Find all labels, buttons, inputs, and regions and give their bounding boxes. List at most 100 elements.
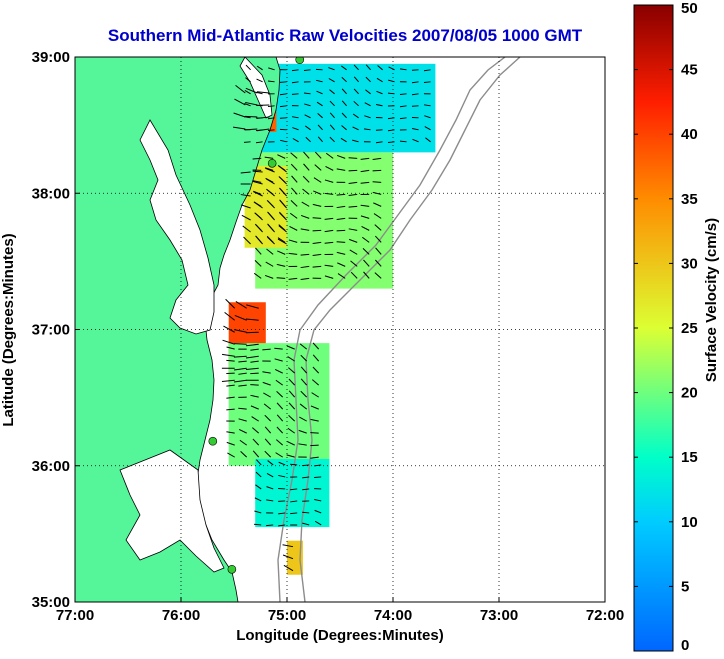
velocity-vector	[252, 170, 263, 173]
velocity-vector	[310, 456, 319, 459]
velocity-vector	[304, 114, 311, 119]
velocity-vector	[255, 224, 263, 233]
velocity-vector	[279, 105, 287, 108]
velocity-vector	[300, 277, 310, 280]
velocity-vector	[234, 98, 246, 106]
velocity-vector	[303, 151, 310, 159]
velocity-vector	[387, 92, 395, 95]
y-tick-label: 35:00	[32, 594, 70, 611]
velocity-vector	[252, 180, 263, 185]
velocity-vector	[304, 125, 311, 131]
velocity-vector	[325, 166, 334, 171]
velocity-vector	[300, 214, 310, 219]
velocity-vector	[256, 128, 270, 132]
velocity-vectors	[221, 64, 431, 572]
velocity-vector	[277, 237, 286, 243]
velocity-vector	[254, 510, 262, 514]
velocity-vector	[325, 152, 334, 159]
velocity-vector	[362, 248, 370, 255]
velocity-vector	[376, 90, 383, 95]
velocity-vector	[226, 431, 235, 434]
velocity-vector	[328, 78, 335, 83]
velocity-vector	[349, 249, 358, 255]
velocity-vector	[411, 81, 419, 84]
velocity-vector	[234, 329, 247, 333]
x-tick-label: 75:00	[268, 607, 306, 624]
velocity-vector	[310, 444, 319, 447]
velocity-vector	[266, 499, 274, 502]
velocity-vector	[274, 368, 283, 374]
velocity-vector	[291, 175, 298, 183]
velocity-vector	[264, 438, 272, 446]
velocity-vector	[233, 343, 247, 345]
velocity-vector	[256, 78, 263, 83]
velocity-vector	[250, 394, 259, 398]
velocity-vector	[238, 428, 247, 434]
velocity-vector	[350, 260, 358, 267]
velocity-vector	[372, 181, 382, 183]
velocity-vector	[255, 484, 262, 490]
velocity-vector	[255, 141, 263, 144]
bathymetry-contour	[299, 57, 521, 602]
velocity-vector	[298, 443, 307, 446]
velocity-vector	[374, 235, 382, 243]
velocity-vector	[336, 217, 346, 220]
velocity-vector	[276, 426, 284, 434]
velocity-vector	[312, 217, 322, 219]
velocity-vector	[411, 127, 419, 131]
velocity-vector	[311, 392, 319, 398]
velocity-vector	[341, 125, 347, 131]
velocity-vector	[305, 136, 311, 143]
colorbar-tick-label: 30	[681, 255, 698, 272]
velocity-vector	[288, 390, 296, 398]
velocity-vector	[253, 191, 263, 197]
velocity-vector	[363, 259, 370, 267]
velocity-vector	[226, 359, 235, 362]
velocity-vector	[279, 93, 287, 96]
velocity-vector	[255, 236, 263, 245]
velocity-vector	[224, 312, 236, 321]
velocity-vector	[373, 213, 382, 219]
velocity-vector	[364, 115, 371, 119]
velocity-vector	[387, 117, 395, 120]
velocity-vector	[300, 265, 310, 269]
velocity-vector	[316, 101, 323, 107]
velocity-vector	[298, 429, 307, 434]
velocity-vector	[291, 116, 299, 119]
velocity-vector	[279, 81, 287, 83]
velocity-vector	[365, 64, 371, 71]
velocity-vector	[324, 217, 334, 220]
velocity-vector	[291, 93, 299, 95]
velocity-vector	[317, 124, 323, 131]
velocity-vector	[290, 463, 298, 466]
velocity-vector	[340, 65, 347, 71]
velocity-vector	[423, 81, 431, 83]
velocity-vector	[277, 238, 287, 245]
velocity-vector	[250, 360, 259, 363]
velocity-vector	[243, 236, 251, 245]
chesapeake-bay	[139, 119, 215, 335]
velocity-vector	[265, 178, 275, 185]
velocity-vector	[244, 115, 258, 118]
velocity-vector	[302, 488, 310, 491]
velocity-vector	[302, 522, 310, 526]
velocity-vector	[303, 69, 311, 72]
velocity-vector	[324, 229, 334, 233]
velocity-vector	[266, 189, 275, 197]
velocity-vector	[424, 115, 431, 119]
velocity-vector	[267, 80, 275, 83]
velocity-vector	[262, 348, 271, 351]
y-axis: 35:00 36:00 37:00 38:00 39:00	[32, 49, 80, 611]
velocity-vector	[286, 454, 295, 458]
velocity-vector	[302, 511, 310, 514]
velocity-vector	[226, 396, 235, 399]
velocity-vector	[425, 137, 431, 143]
velocity-vector	[276, 414, 284, 422]
velocity-vector	[348, 193, 358, 197]
velocity-vector	[360, 215, 370, 219]
velocity-vector	[253, 272, 262, 279]
velocity-vector	[245, 355, 259, 359]
velocity-vector	[291, 81, 299, 84]
velocity-vector	[336, 154, 346, 159]
velocity-vector	[266, 524, 274, 527]
